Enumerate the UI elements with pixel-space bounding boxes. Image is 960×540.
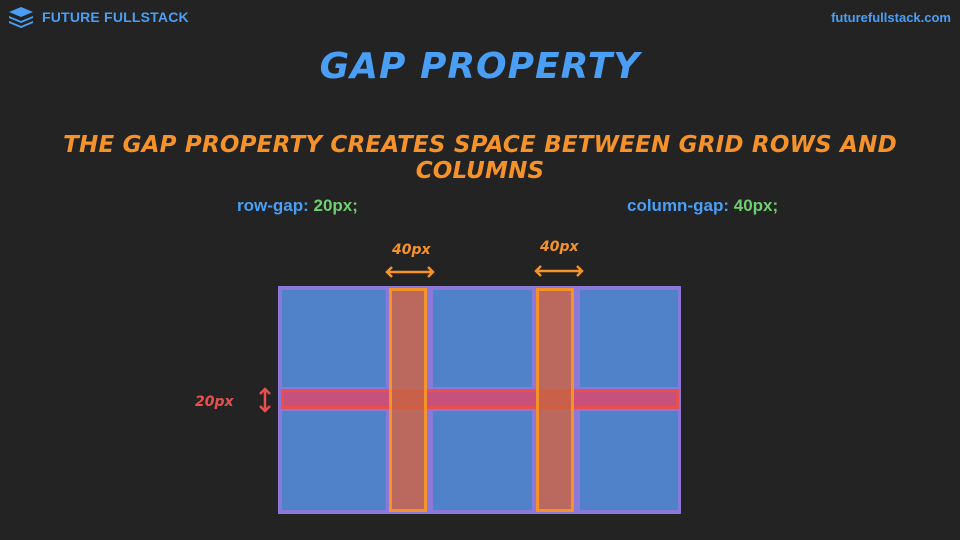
row-gap-highlight bbox=[281, 389, 679, 409]
row-gap-label: 20px bbox=[195, 394, 234, 410]
brand-name: FUTURE FULLSTACK bbox=[42, 9, 189, 25]
double-arrow-horizontal-icon bbox=[385, 266, 435, 278]
slide-title: GAP PROPERTY bbox=[319, 46, 641, 87]
double-arrow-vertical-icon bbox=[259, 387, 271, 413]
column-gap-highlight bbox=[389, 288, 427, 512]
grid-cell bbox=[282, 290, 386, 387]
column-gap-label: 40px bbox=[540, 239, 579, 255]
site-url: futurefullstack.com bbox=[831, 10, 951, 25]
brand: FUTURE FULLSTACK bbox=[8, 6, 189, 28]
row-gap-code: row-gap: 20px; bbox=[237, 196, 358, 216]
grid-cell bbox=[580, 411, 678, 510]
grid-cell bbox=[433, 411, 532, 510]
grid-cell bbox=[580, 290, 678, 387]
column-gap-property: column-gap: bbox=[627, 196, 729, 215]
column-gap-code: column-gap: 40px; bbox=[627, 196, 778, 216]
row-gap-property: row-gap: bbox=[237, 196, 309, 215]
column-gap-value: 40px; bbox=[733, 196, 779, 215]
slide-subtitle: THE GAP PROPERTY CREATES SPACE BETWEEN G… bbox=[63, 132, 897, 184]
column-gap-label: 40px bbox=[392, 242, 431, 258]
double-arrow-horizontal-icon bbox=[534, 265, 584, 277]
column-gap-highlight bbox=[536, 288, 574, 512]
layers-icon bbox=[9, 7, 33, 28]
grid-cell bbox=[433, 290, 532, 387]
grid-cell bbox=[282, 411, 386, 510]
row-gap-value: 20px; bbox=[313, 196, 358, 215]
